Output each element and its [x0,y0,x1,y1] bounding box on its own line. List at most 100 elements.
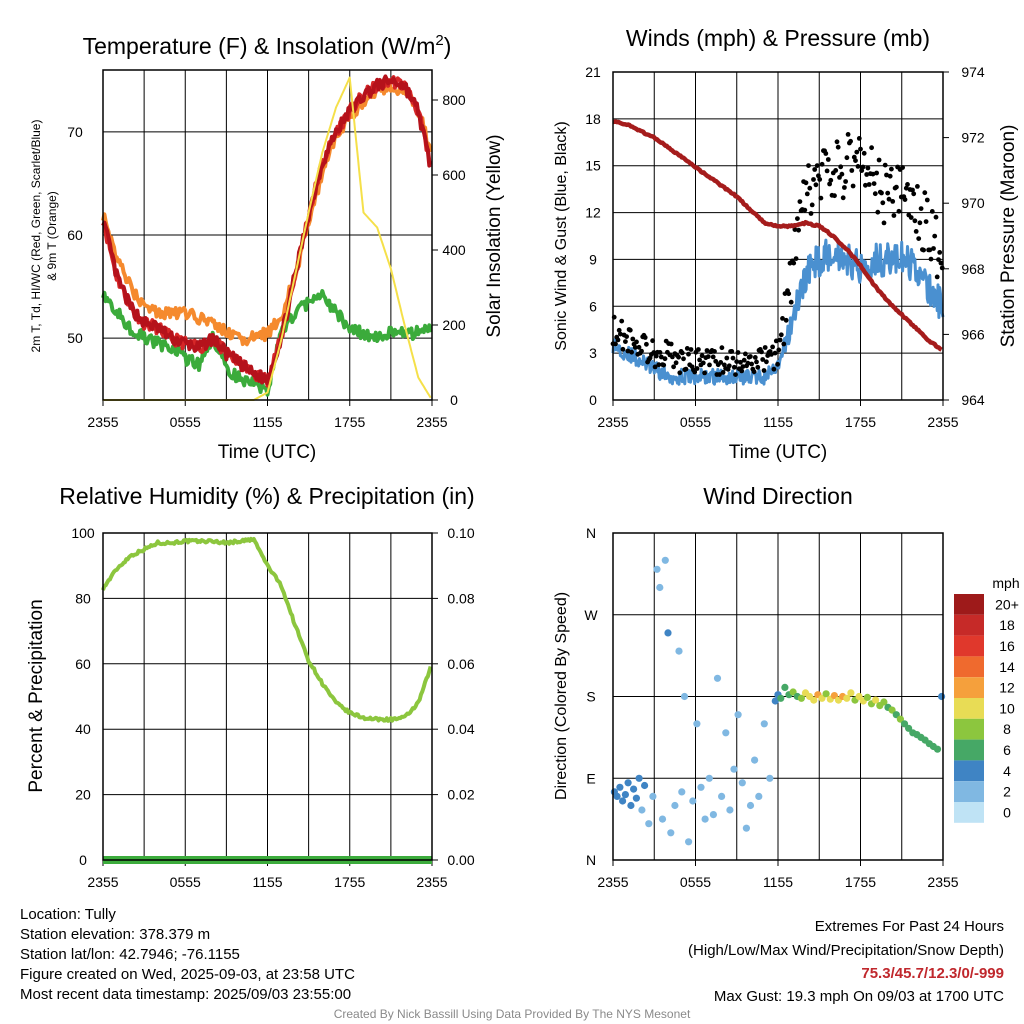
gust-point [849,168,855,173]
gust-point [891,213,897,218]
gust-point [927,247,933,253]
x-tick-label: 1155 [252,414,282,430]
x-tick-label: 1755 [334,874,365,890]
gust-point [692,369,698,375]
gust-point [781,341,787,347]
gust-point [854,149,860,155]
direction-point [760,720,768,728]
gust-point [775,361,780,367]
direction-point [685,838,693,846]
pressure-tick-label: 972 [961,130,985,146]
gust-point [770,344,775,350]
gust-point [777,337,783,343]
gust-point [755,364,761,370]
gust-point [791,260,797,266]
direction-point [616,783,624,791]
info-latlon: Station lat/lon: 42.7946; -76.1155 [20,946,240,963]
gust-point [876,157,882,163]
gust-point [772,350,778,356]
humidity-line [101,536,433,723]
gust-point [776,347,782,353]
gust-point [860,164,866,170]
gust-point [936,257,941,262]
gust-point [903,185,909,191]
gust-point [694,366,700,371]
gust-point [858,146,863,152]
temperature-xlabel: Time (UTC) [218,442,317,463]
wind-tick-label: 18 [585,111,601,127]
gust-point [697,357,702,363]
humidity-title: Relative Humidity (%) & Precipitation (i… [59,483,474,509]
gust-point [813,182,819,188]
temperature-ylabel-line1: 2m T, Td, HI/WC (Red, Green, Scarlet/Blu… [29,120,43,353]
wind-speed-line [611,238,945,386]
direction-point [619,797,627,805]
direction-point [722,729,730,737]
precip-tick-label: 0.10 [447,525,474,541]
direction-point [653,565,661,573]
gust-point [921,247,926,253]
gust-point [752,355,758,360]
gust-point [839,171,845,177]
direction-point [755,792,763,801]
direction-point [667,829,675,837]
legend-swatch [954,698,984,719]
gust-point [625,348,631,354]
humidity-frame [102,532,433,861]
gust-point [819,161,825,167]
wind-xlabel: Time (UTC) [729,442,828,463]
gust-point [808,211,814,216]
gust-point [754,359,759,365]
info-location: Location: Tully [20,906,116,923]
gust-point [938,260,944,266]
direction-point [738,779,746,787]
direction-point [781,683,789,692]
gust-point [823,151,829,156]
temp-tick-label: 60 [67,227,83,243]
direction-tick-label: W [584,607,598,623]
direction-point [789,688,797,696]
gust-point [881,220,887,226]
direction-point [621,791,630,799]
legend-label: 0 [1003,804,1011,820]
wind-ylabel: Sonic Wind & Gust (Blue, Black) [553,121,570,350]
direction-point [701,815,709,823]
x-tick-label: 0555 [170,414,201,430]
gust-point [928,256,934,262]
direction-point [718,792,726,801]
gust-point [865,165,871,171]
gust-point [855,164,861,169]
pressure-tick-label: 970 [961,195,985,211]
precip-tick-label: 0.08 [447,590,474,606]
gust-point [735,350,741,355]
gust-point [902,197,908,203]
gust-point [882,162,888,168]
wind-tick-label: 21 [585,64,601,80]
temp-tick-label: 70 [67,124,83,140]
gust-point [684,346,690,351]
legend-swatch [954,656,984,678]
gust-point [740,364,746,369]
gust-point [656,362,662,368]
gust-point [683,366,689,372]
gust-point [848,138,853,144]
credit-line: Created By Nick Bassill Using Data Provi… [333,1007,691,1021]
gust-point [812,167,818,172]
info-elevation: Station elevation: 378.379 m [20,926,211,943]
humidity-tick-label: 0 [79,852,87,868]
gust-point [686,351,691,357]
direction-point [649,792,657,801]
gust-point [650,338,655,344]
gust-point [788,299,794,305]
temperature-frame [102,69,433,401]
direction-point [671,801,679,810]
direction-point [771,697,779,705]
gust-point [894,184,899,190]
direction-tick-label: S [586,689,595,705]
gust-point [824,168,830,174]
gust-point [668,341,674,347]
gust-point [887,173,893,179]
gust-point [885,190,891,196]
x-tick-label: 1155 [252,874,282,890]
gust-point [850,183,856,189]
